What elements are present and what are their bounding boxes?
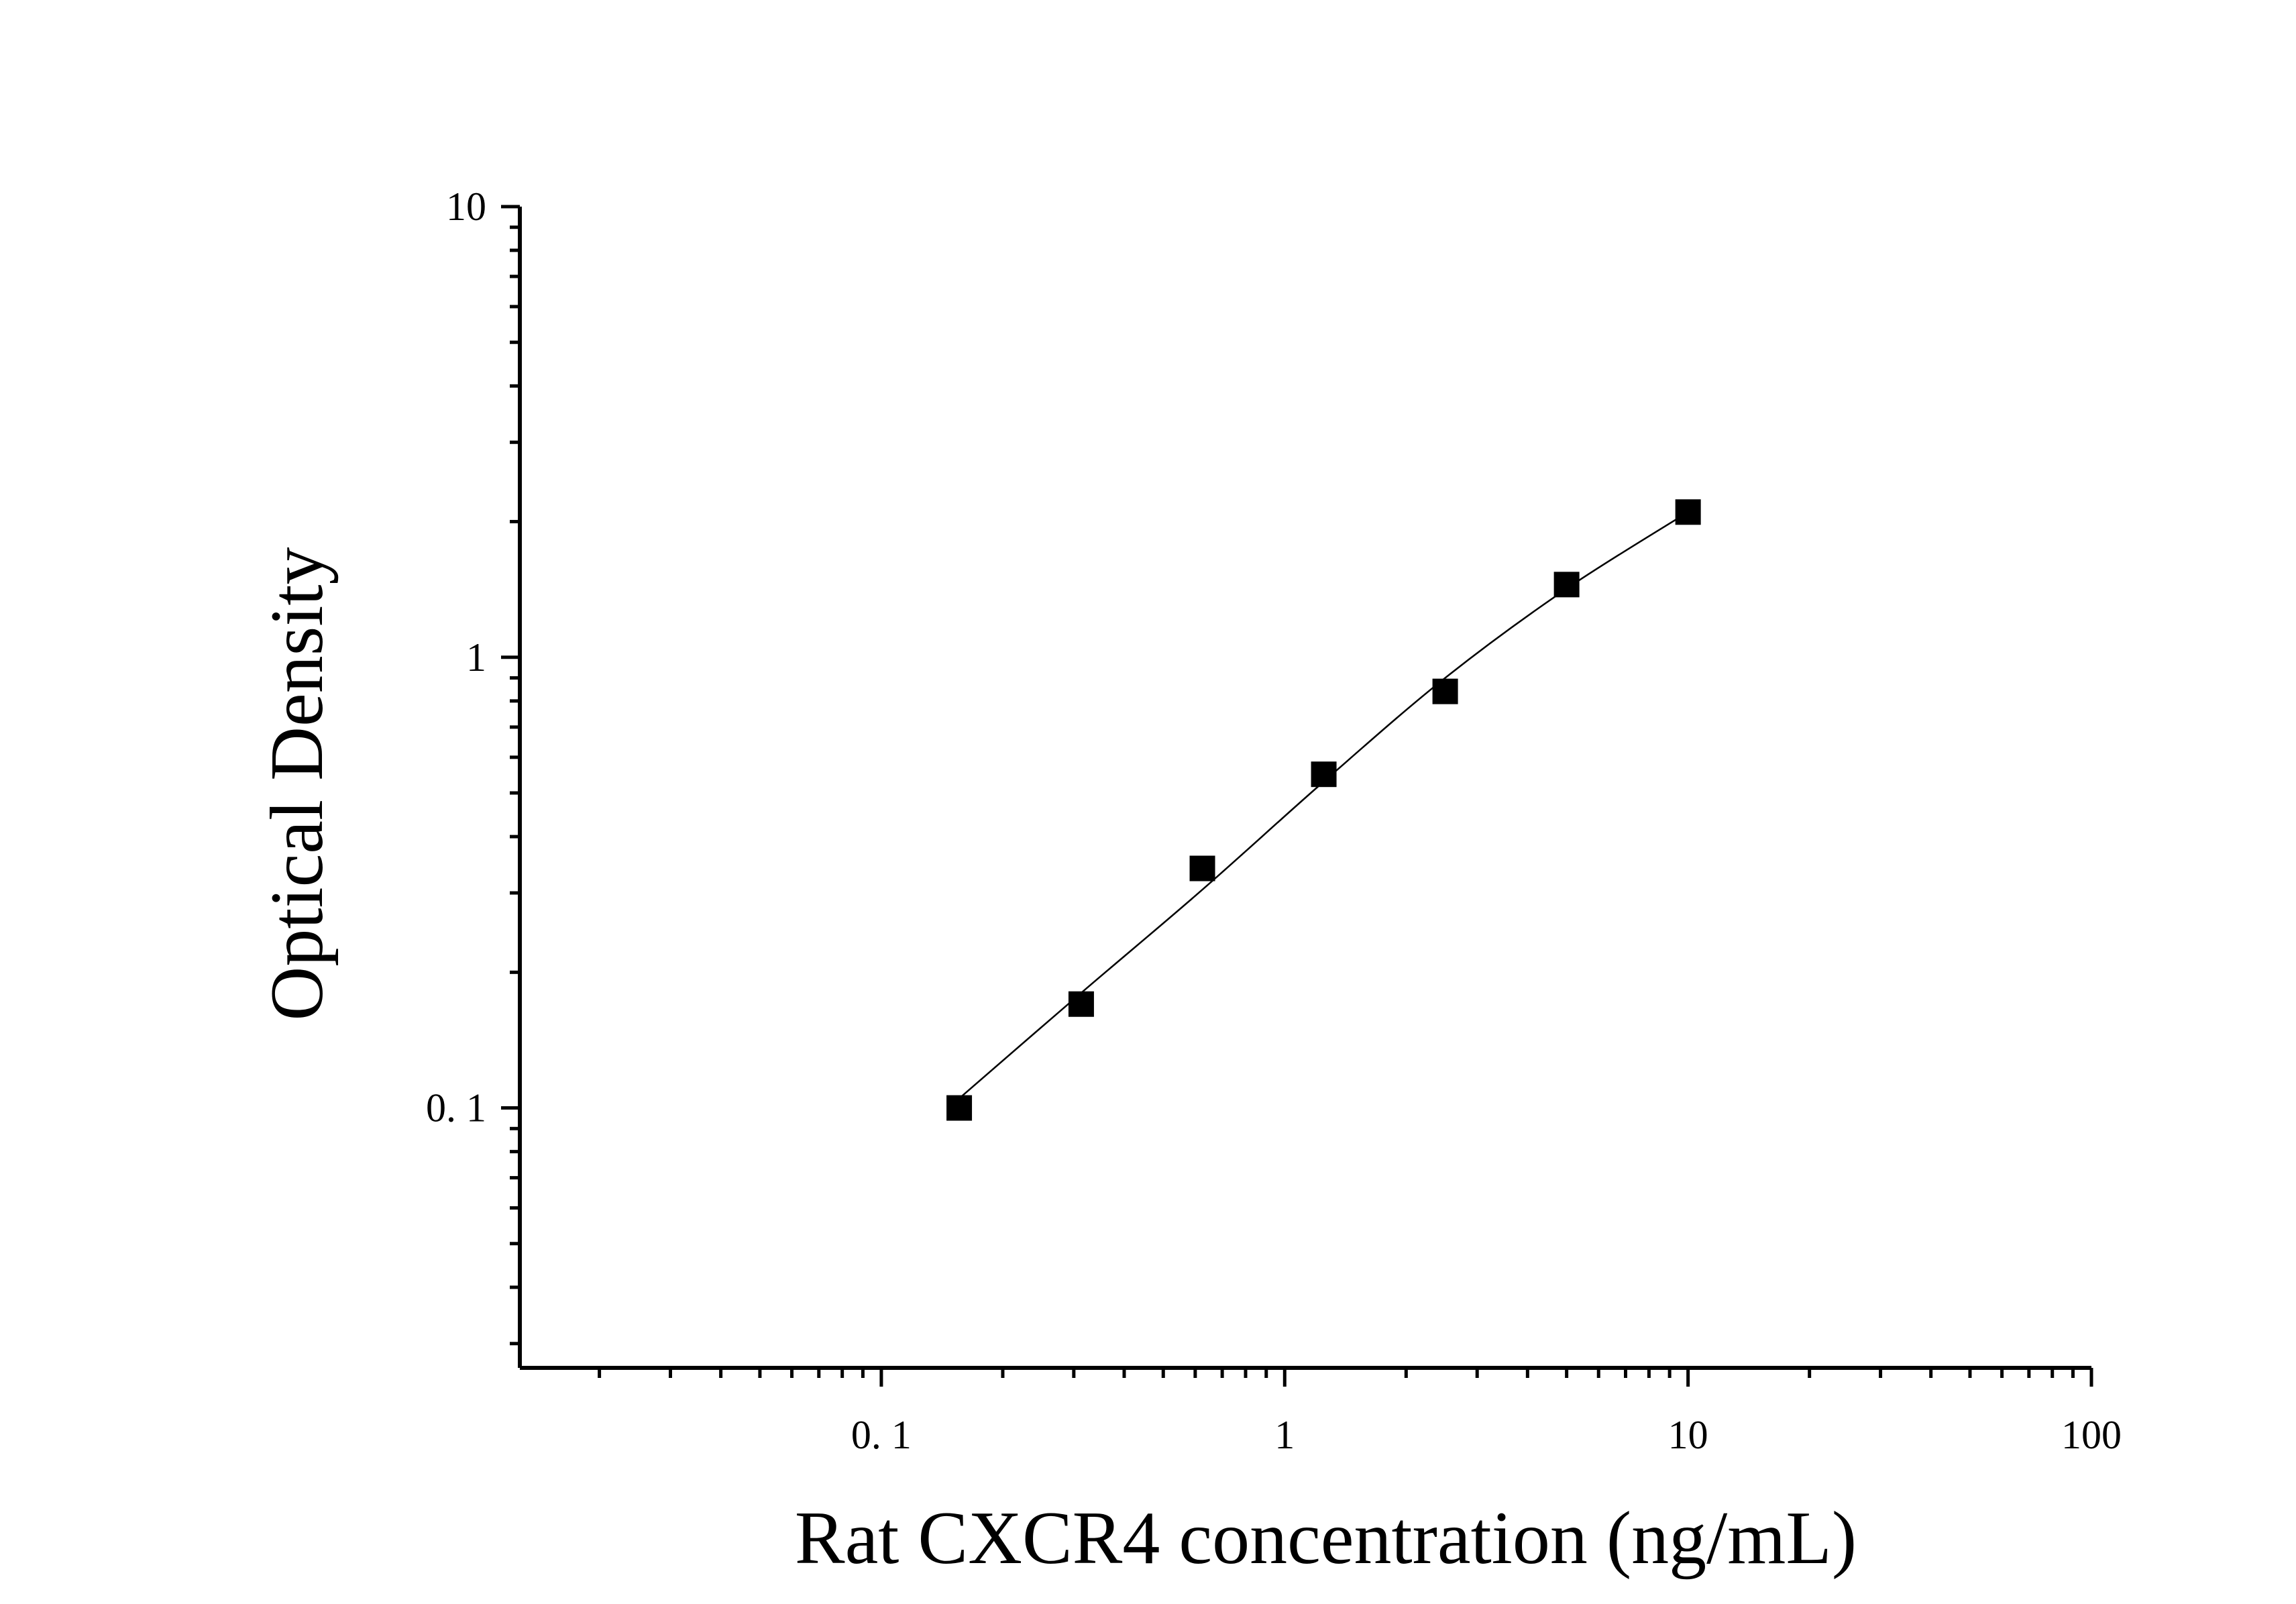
y-axis-tick-labels: 0. 1 1 10: [426, 184, 486, 1130]
data-point: [1675, 499, 1701, 525]
data-point: [1311, 761, 1337, 788]
data-point: [1432, 678, 1458, 704]
y-tick-label: 10: [446, 184, 486, 229]
data-point: [1068, 991, 1094, 1017]
data-point: [1553, 572, 1580, 598]
x-tick-label: 100: [2061, 1413, 2122, 1457]
data-point: [1189, 855, 1215, 881]
x-axis-tick-labels: 0. 1 1 10 100: [851, 1413, 2122, 1457]
y-tick-label: 0. 1: [426, 1086, 486, 1130]
y-axis-ticks: [501, 205, 520, 1346]
y-axis-title: Optical Density: [256, 547, 339, 1020]
data-points: [946, 499, 1701, 1121]
x-axis-title: Rat CXCR4 concentration (ng/mL): [795, 1497, 1857, 1580]
y-tick-label: 1: [466, 635, 486, 680]
axes: [518, 207, 2091, 1370]
x-tick-label: 0. 1: [851, 1413, 912, 1457]
x-tick-label: 1: [1274, 1413, 1295, 1457]
x-tick-label: 10: [1668, 1413, 1708, 1457]
data-point: [946, 1095, 973, 1121]
x-axis-ticks: [598, 1368, 2093, 1387]
